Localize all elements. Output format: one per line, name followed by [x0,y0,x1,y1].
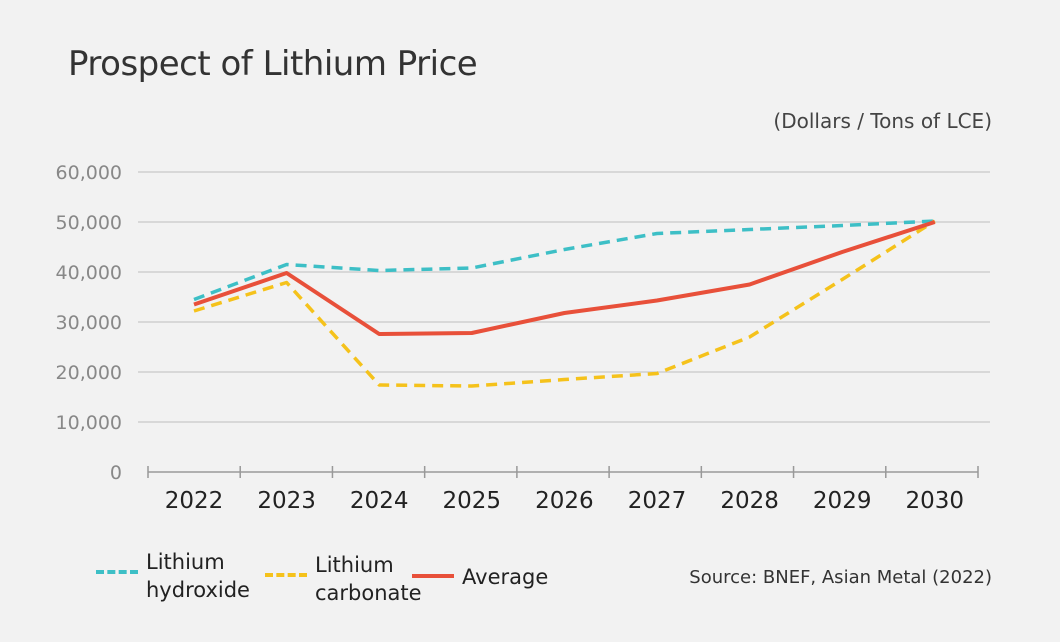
legend-item-hydroxide: Lithium hydroxide [96,548,266,604]
unit-label: (Dollars / Tons of LCE) [773,109,992,133]
legend-item-carbonate: Lithium carbonate [265,551,435,607]
x-tick-label: 2026 [535,488,594,514]
source-note: Source: BNEF, Asian Metal (2022) [689,567,992,588]
y-tick-label: 60,000 [56,162,122,184]
y-tick-label: 40,000 [56,262,122,284]
legend-swatch-average [412,574,454,578]
x-tick-label: 2025 [443,488,502,514]
legend-label-average: Average [462,565,549,589]
x-tick-label: 2030 [906,488,965,514]
x-tick-label: 2029 [813,488,872,514]
x-tick-label: 2027 [628,488,687,514]
y-tick-label: 0 [110,462,122,484]
series-line-average [193,220,936,336]
y-tick-label: 30,000 [56,312,122,334]
legend-swatch-hydroxide [96,570,138,574]
y-tick-label: 50,000 [56,212,122,234]
x-tick-label: 2024 [350,488,409,514]
chart-title: Prospect of Lithium Price [68,44,478,84]
x-tick-label: 2023 [257,488,316,514]
x-tick-label: 2022 [165,488,224,514]
legend-label-hydroxide: Lithium hydroxide [146,550,250,602]
legend-label-carbonate: Lithium carbonate [315,553,422,605]
legend-item-average: Average [412,563,582,591]
y-tick-label: 10,000 [56,412,122,434]
legend-swatch-carbonate [265,573,307,577]
x-tick-label: 2028 [720,488,779,514]
series-line-lithium-carbonate [193,219,936,388]
series-line-lithium-hydroxide [193,219,935,302]
y-tick-label: 20,000 [56,362,122,384]
